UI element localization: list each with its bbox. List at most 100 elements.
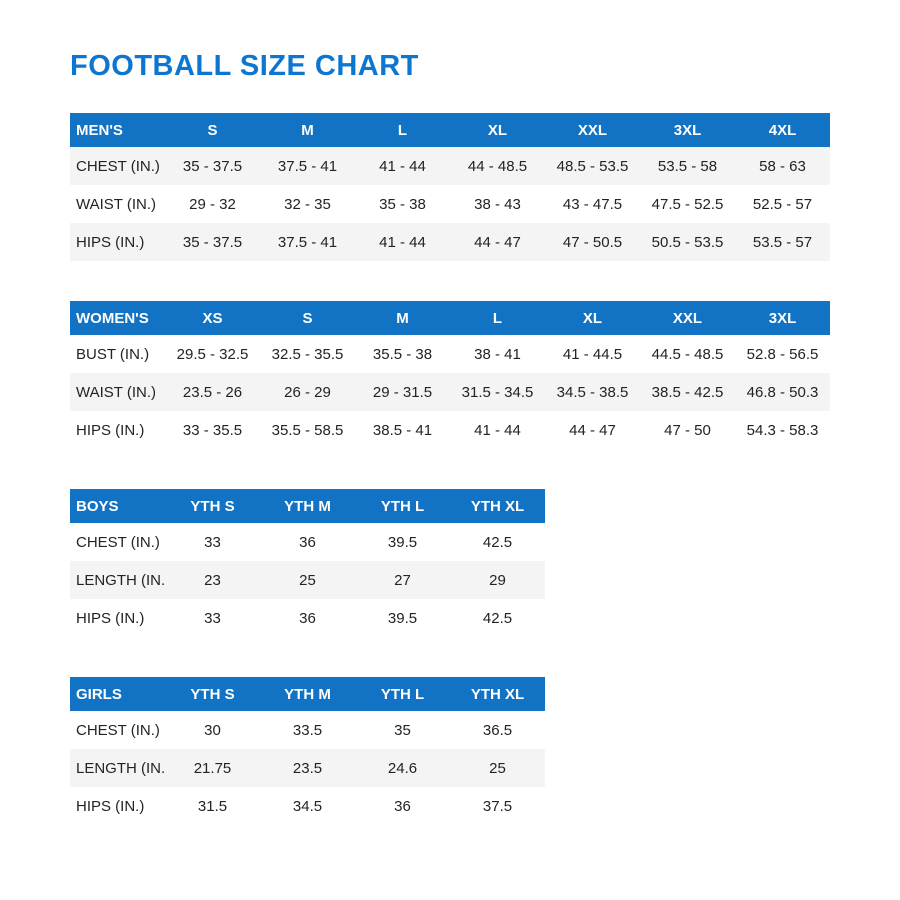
value-cell: 29 - 32 [189,195,236,213]
table-boys: BOYS YTH S YTH M YTH L YTH XL CHEST (IN.) 33 36… [70,489,545,637]
value-cell: 35 - 38 [379,195,426,213]
value-cell: 35 [394,721,411,739]
table-girls-size-column-header: YTH XL [470,685,525,703]
table-mens-title: MEN'S [76,121,123,139]
table-womens-row: HIPS (IN.) 33 - 35.5 35.5 - 58.5 38.5 - 41 4… [70,411,830,449]
table-boys-size-column-header: YTH M [284,497,331,515]
table-boys-size-column-header: YTH XL [470,497,525,515]
table-girls-size-column-header: YTH S [190,685,235,703]
table-womens-size-column-header: M [396,309,409,327]
value-cell: 39.5 [387,609,418,627]
value-cell: 41 - 44 [379,157,426,175]
page-content: FOOTBALL SIZE CHART MEN'S S M L XL XXL 3XL 4XL C… [70,50,830,825]
table-mens-row: HIPS (IN.) 35 - 37.5 37.5 - 41 41 - 44 44 - … [70,223,830,261]
value-cell: 44 - 47 [569,421,616,439]
row-label: HIPS (IN.) [76,421,145,439]
table-girls-size-column-header: YTH L [380,685,425,703]
table-girls-header-row: GIRLS YTH S YTH M YTH L YTH XL [70,677,545,711]
value-cell: 34.5 [292,797,323,815]
row-label: HIPS (IN.) [76,797,145,815]
value-cell: 29 - 31.5 [372,383,433,401]
table-girls-row: HIPS (IN.) 31.5 34.5 36 37.5 [70,787,545,825]
value-cell: 30 [204,721,221,739]
value-cell: 35 - 37.5 [182,157,243,175]
row-label: CHEST (IN.) [76,721,160,739]
table-mens-size-column-header: S [207,121,218,139]
table-womens: WOMEN'S XS S M L XL XXL 3XL BUST (IN.) 29.5 - 32.… [70,301,830,449]
value-cell: 42.5 [482,609,513,627]
value-cell: 44 - 47 [474,233,521,251]
value-cell: 29 [489,571,506,589]
value-cell: 24.6 [387,759,418,777]
table-womens-size-column-header: XXL [672,309,703,327]
value-cell: 36 [299,533,316,551]
table-mens-row: CHEST (IN.) 35 - 37.5 37.5 - 41 41 - 44 44 -… [70,147,830,185]
value-cell: 47 - 50.5 [562,233,623,251]
value-cell: 36 [299,609,316,627]
table-womens-row: BUST (IN.) 29.5 - 32.5 32.5 - 35.5 35.5 - 3… [70,335,830,373]
tables: MEN'S S M L XL XXL 3XL 4XL CHEST (IN.) 35 - 37.5 3… [70,113,830,825]
value-cell: 42.5 [482,533,513,551]
value-cell: 43 - 47.5 [562,195,623,213]
value-cell: 37.5 - 41 [277,157,338,175]
value-cell: 41 - 44.5 [562,345,623,363]
table-mens: MEN'S S M L XL XXL 3XL 4XL CHEST (IN.) 35 - 37.5 3… [70,113,830,261]
table-boys-row: CHEST (IN.) 33 36 39.5 42.5 [70,523,545,561]
value-cell: 50.5 - 53.5 [651,233,724,251]
value-cell: 26 - 29 [284,383,331,401]
value-cell: 35.5 - 38 [372,345,433,363]
table-womens-size-column-header: XS [202,309,223,327]
value-cell: 41 - 44 [379,233,426,251]
table-boys-size-column-header: YTH L [380,497,425,515]
value-cell: 52.5 - 57 [752,195,813,213]
value-cell: 21.75 [193,759,232,777]
value-cell: 33 [204,533,221,551]
value-cell: 46.8 - 50.3 [746,383,819,401]
table-girls-row: CHEST (IN.) 30 33.5 35 36.5 [70,711,545,749]
value-cell: 35 - 37.5 [182,233,243,251]
value-cell: 27 [394,571,411,589]
value-cell: 38 - 41 [474,345,521,363]
value-cell: 32 - 35 [284,195,331,213]
page-title: FOOTBALL SIZE CHART [70,50,419,82]
value-cell: 34.5 - 38.5 [556,383,629,401]
value-cell: 38.5 - 42.5 [651,383,724,401]
table-girls-size-column-header: YTH M [284,685,331,703]
value-cell: 53.5 - 57 [752,233,813,251]
table-womens-row: WAIST (IN.) 23.5 - 26 26 - 29 29 - 31.5 31.5… [70,373,830,411]
row-label: LENGTH (IN.) [76,571,165,589]
value-cell: 54.3 - 58.3 [746,421,819,439]
value-cell: 44.5 - 48.5 [651,345,724,363]
value-cell: 37.5 - 41 [277,233,338,251]
value-cell: 48.5 - 53.5 [556,157,629,175]
table-girls: GIRLS YTH S YTH M YTH L YTH XL CHEST (IN.) 30 3… [70,677,545,825]
table-womens-header-row: WOMEN'S XS S M L XL XXL 3XL [70,301,830,335]
row-label: WAIST (IN.) [76,383,156,401]
value-cell: 35.5 - 58.5 [271,421,344,439]
row-label: BUST (IN.) [76,345,150,363]
value-cell: 29.5 - 32.5 [176,345,249,363]
row-label: CHEST (IN.) [76,157,160,175]
table-mens-row: WAIST (IN.) 29 - 32 32 - 35 35 - 38 38 - 43 4… [70,185,830,223]
table-boys-size-column-header: YTH S [190,497,235,515]
value-cell: 37.5 [482,797,513,815]
table-mens-size-column-header: XXL [577,121,608,139]
value-cell: 36 [394,797,411,815]
table-boys-row: LENGTH (IN.) 23 25 27 29 [70,561,545,599]
value-cell: 33.5 [292,721,323,739]
value-cell: 33 - 35.5 [182,421,243,439]
table-womens-size-column-header: XL [582,309,603,327]
value-cell: 44 - 48.5 [467,157,528,175]
value-cell: 23.5 - 26 [182,383,243,401]
table-girls-title: GIRLS [76,685,122,703]
table-mens-size-column-header: XL [487,121,508,139]
row-label: HIPS (IN.) [76,609,145,627]
value-cell: 23.5 [292,759,323,777]
value-cell: 41 - 44 [474,421,521,439]
row-label: WAIST (IN.) [76,195,156,213]
value-cell: 38.5 - 41 [372,421,433,439]
value-cell: 32.5 - 35.5 [271,345,344,363]
value-cell: 52.8 - 56.5 [746,345,819,363]
table-boys-row: HIPS (IN.) 33 36 39.5 42.5 [70,599,545,637]
